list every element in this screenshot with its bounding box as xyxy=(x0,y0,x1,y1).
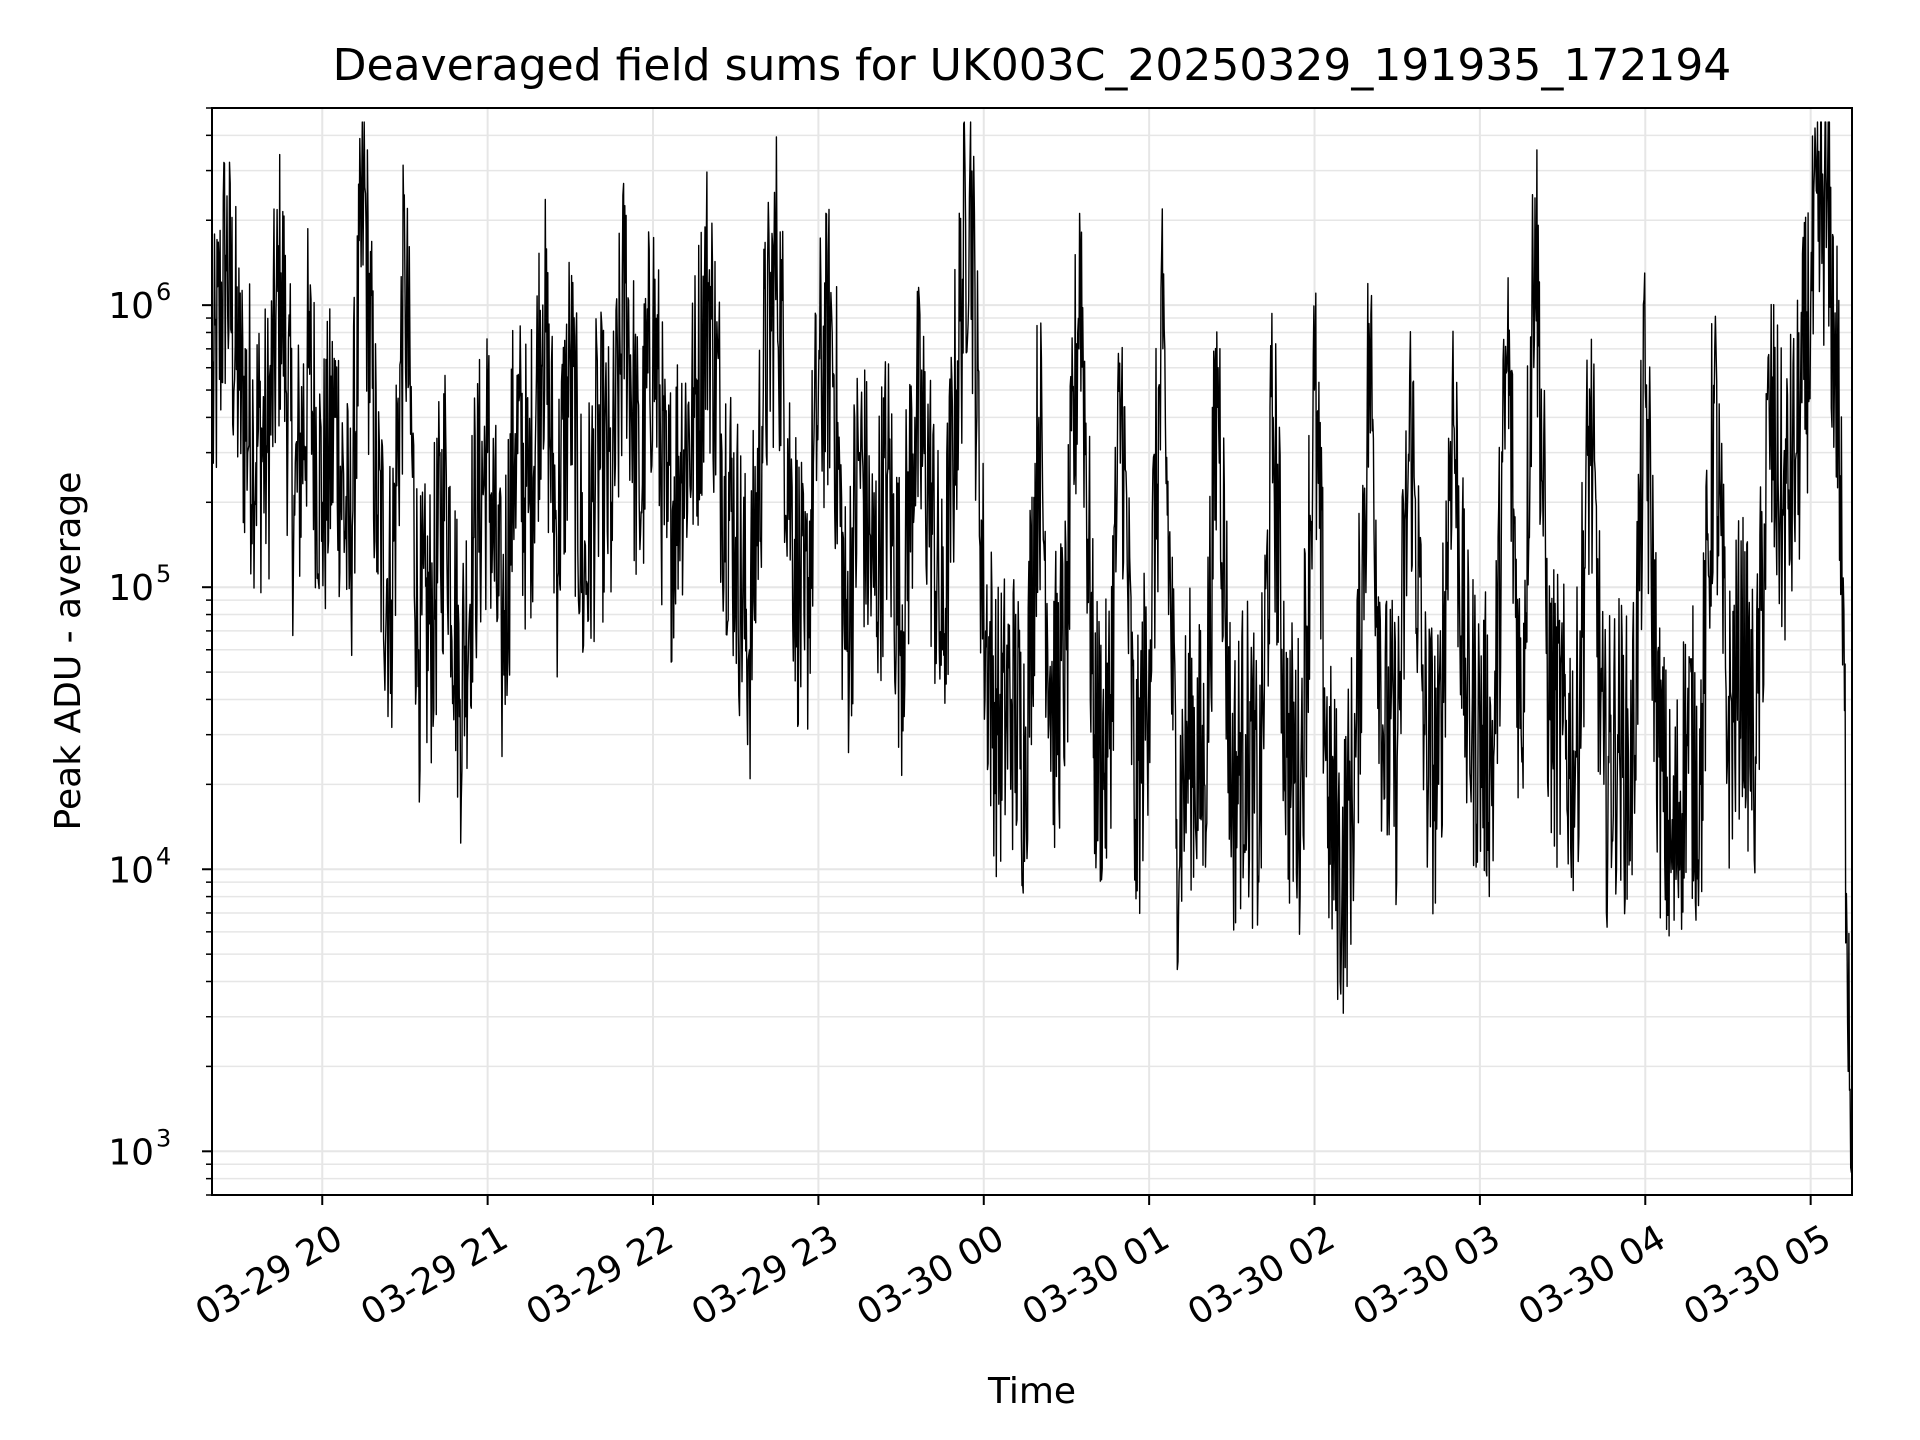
x-axis-label: Time xyxy=(987,1371,1076,1412)
y-tick-label: 10 xyxy=(108,568,154,609)
series-layer xyxy=(211,121,1853,1174)
chart-title: Deaveraged field sums for UK003C_2025032… xyxy=(333,40,1732,91)
y-tick-exponent: 6 xyxy=(156,278,171,306)
series-line xyxy=(211,121,1853,1174)
plot-frame xyxy=(211,107,1853,1196)
y-tick-label: 10 xyxy=(108,850,154,891)
y-tick-label: 10 xyxy=(108,286,154,327)
y-tick-exponent: 3 xyxy=(156,1124,171,1152)
y-tick-exponent: 4 xyxy=(156,842,171,870)
y-tick-exponent: 5 xyxy=(156,560,171,588)
y-tick-label: 10 xyxy=(108,1132,154,1173)
y-axis-label: Peak ADU - average xyxy=(48,472,89,831)
